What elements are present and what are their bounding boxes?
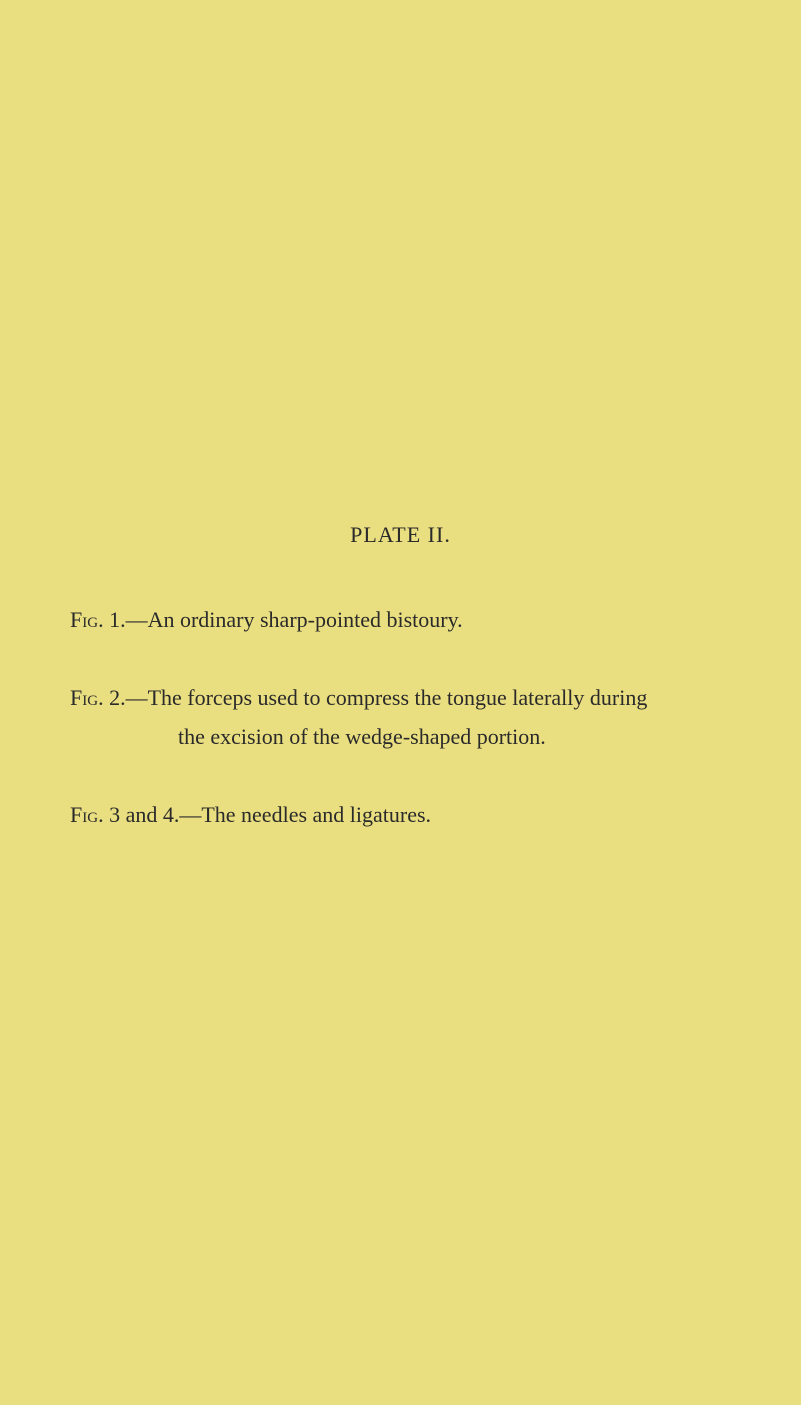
fig-label-3: Fig. bbox=[70, 802, 104, 827]
figure-entry-2: Fig. 2.—The forceps used to compress the… bbox=[70, 678, 731, 757]
fig-label-2: Fig. bbox=[70, 685, 104, 710]
fig-number-1: 1. bbox=[109, 607, 126, 632]
plate-title: PLATE II. bbox=[70, 522, 731, 548]
fig-continuation-2: the excision of the wedge-shaped portion… bbox=[70, 717, 731, 757]
figure-entry-3: Fig. 3 and 4.—The needles and ligatures. bbox=[70, 795, 731, 835]
fig-text-3: —The needles and ligatures. bbox=[179, 802, 431, 827]
figure-entry-1: Fig. 1.—An ordinary sharp-pointed bistou… bbox=[70, 600, 731, 640]
fig-text-1: —An ordinary sharp-pointed bistoury. bbox=[126, 607, 463, 632]
fig-number-2: 2. bbox=[109, 685, 126, 710]
fig-number-3: 3 and 4. bbox=[109, 802, 179, 827]
fig-label-1: Fig. bbox=[70, 607, 104, 632]
fig-text-2: —The forceps used to compress the tongue… bbox=[126, 685, 648, 710]
